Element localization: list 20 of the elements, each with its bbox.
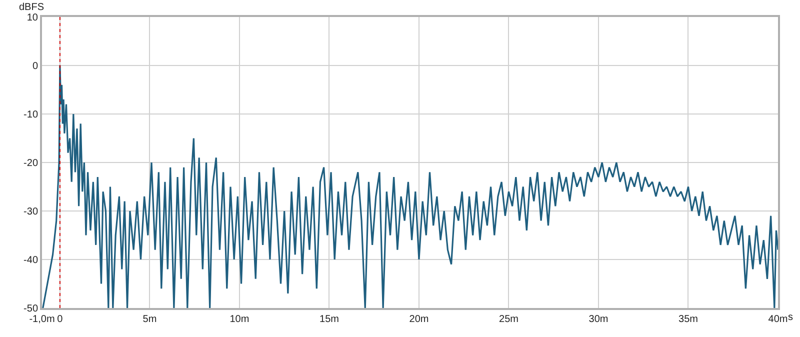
y-tick-label: 10 [26, 12, 38, 24]
x-tick-label: 15m [319, 314, 339, 325]
x-tick-label: 35m [678, 314, 698, 325]
x-tick-label: 0 [57, 314, 64, 325]
y-tick-label: -50 [24, 304, 38, 314]
x-tick-label: -1,0m [29, 314, 55, 325]
x-tick-label: 40m [768, 314, 788, 325]
line-series [42, 64, 778, 308]
y-tick-label: -20 [24, 158, 38, 169]
x-tick-label: 30m [588, 314, 608, 325]
y-tick-label: 0 [32, 61, 38, 72]
x-tick-label: 10m [230, 314, 250, 325]
y-axis-title: dBFS [19, 2, 44, 13]
y-tick-label: -40 [24, 255, 38, 266]
y-tick-label: -10 [24, 110, 38, 120]
x-tick-label: 25m [499, 314, 518, 325]
y-tick-label: -30 [24, 206, 38, 218]
x-tick-label: 5m [142, 314, 157, 325]
x-axis-title: s [788, 312, 793, 323]
x-tick-label: 20m [409, 314, 429, 325]
